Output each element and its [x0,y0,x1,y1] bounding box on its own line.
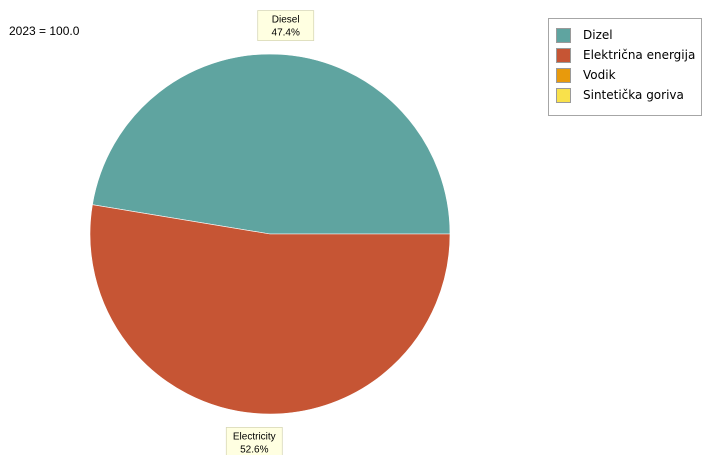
pie-slices [89,53,451,415]
legend-swatch-hydrogen [556,67,571,83]
legend-label-synthetic-fuels: Sintetička goriva [583,88,684,102]
legend-item-hydrogen: Vodik [549,65,701,85]
pie-slice-diesel [92,53,451,235]
data-label-box [225,426,283,455]
chart-legend: Dizel Električna energija Vodik Sintetič… [548,18,702,116]
legend-label-electricity: Električna energija [583,48,696,62]
legend-label-hydrogen: Vodik [583,68,616,82]
legend-swatch-synthetic-fuels [556,87,571,103]
legend-swatch-electricity [556,47,571,63]
base-year-note: 2023 = 100.0 [9,24,80,38]
pie-data-labels: Diesel 47.4% Electricity 52.6% [225,10,315,455]
data-label-diesel: Diesel 47.4% [257,10,315,42]
data-label-value: 52.6% [240,444,268,455]
legend-item-synthetic-fuels: Sintetička goriva [549,85,701,105]
data-label-name: Diesel [272,15,300,26]
data-label-name: Electricity [233,431,276,442]
legend-item-diesel: Dizel [549,25,701,45]
data-label-value: 47.4% [272,28,300,39]
legend-swatch-diesel [556,27,571,43]
data-label-box [257,10,315,42]
legend-label-diesel: Dizel [583,28,613,42]
legend-item-electricity: Električna energija [549,45,701,65]
pie-slice-electricity [89,204,451,415]
data-label-electricity: Electricity 52.6% [225,426,283,455]
